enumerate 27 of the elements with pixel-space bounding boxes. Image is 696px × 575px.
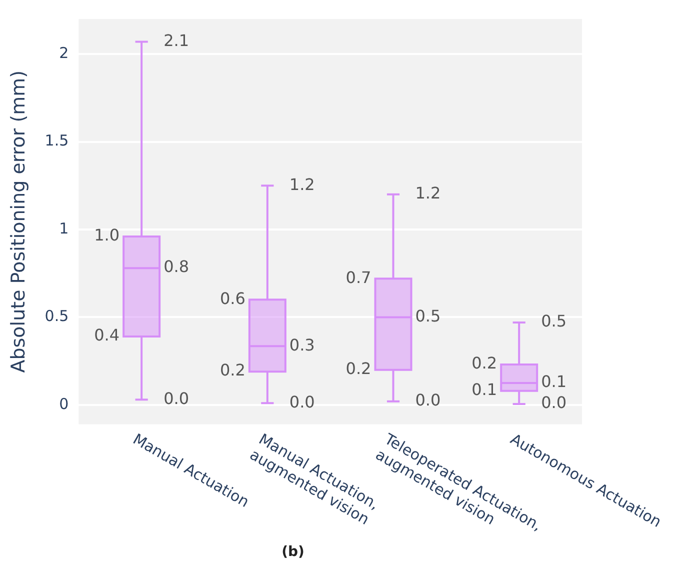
annotation: 1.2 — [289, 174, 315, 194]
annotation: 2.1 — [164, 30, 190, 50]
annotation: 1.0 — [94, 226, 120, 245]
y-tick-label: 1 — [59, 219, 69, 238]
annotation: 0.6 — [220, 288, 246, 308]
annotation: 0.0 — [289, 392, 315, 412]
annotation: 0.0 — [415, 390, 441, 410]
annotation: 0.8 — [164, 257, 190, 276]
annotation: 1.2 — [415, 184, 441, 203]
annotation: 0.5 — [541, 312, 567, 331]
annotation: 0.0 — [164, 388, 190, 408]
y-tick-label: 2 — [59, 44, 69, 62]
annotation: 0.4 — [94, 326, 120, 345]
annotation: 0.1 — [472, 380, 498, 400]
annotation: 0.5 — [415, 306, 441, 326]
y-tick-label: 0.5 — [44, 307, 69, 326]
y-tick-label: 1.5 — [44, 132, 69, 150]
y-axis-title: Absolute Positioning error (mm) — [7, 70, 30, 373]
annotation: 0.2 — [220, 360, 246, 380]
annotation: 0.2 — [346, 358, 372, 378]
annotation: 0.1 — [541, 372, 567, 392]
annotation: 0.2 — [472, 354, 498, 373]
annotation: 0.7 — [346, 268, 372, 287]
annotation: 0.0 — [541, 393, 567, 412]
text: (b) — [282, 544, 304, 560]
annotation: 0.3 — [289, 335, 315, 354]
y-tick-label: 0 — [59, 394, 69, 413]
